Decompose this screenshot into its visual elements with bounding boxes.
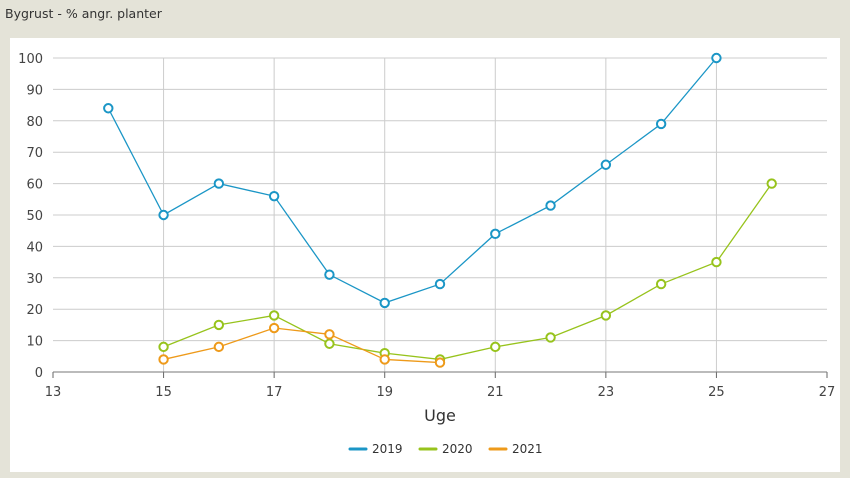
series-layer — [103, 52, 777, 368]
x-tick-label: 15 — [155, 385, 172, 400]
y-tick-label: 30 — [26, 272, 43, 287]
data-point-2019 — [711, 52, 722, 64]
data-point-2019 — [268, 190, 280, 202]
y-tick-label: 20 — [26, 303, 43, 318]
legend-label: 2021 — [512, 442, 543, 456]
grid-layer — [53, 57, 827, 373]
data-point-2019 — [379, 297, 390, 309]
x-tick-label: 19 — [376, 385, 393, 400]
legend-item-2020: 2020 — [418, 442, 473, 456]
y-tick-label: 90 — [26, 83, 43, 98]
y-tick-label: 60 — [26, 178, 43, 193]
series-2021 — [158, 322, 446, 368]
x-tick-label: 25 — [708, 385, 725, 400]
data-point-2020 — [655, 278, 667, 290]
y-tick-label: 50 — [26, 209, 43, 224]
data-point-2019 — [490, 228, 501, 240]
data-point-2020 — [711, 256, 722, 268]
data-point-2020 — [213, 319, 225, 331]
data-point-2020 — [766, 178, 777, 189]
x-tick-label: 27 — [819, 385, 836, 400]
legend-item-2021: 2021 — [488, 442, 543, 456]
data-point-2019 — [103, 103, 114, 114]
data-point-2019 — [600, 159, 612, 170]
data-point-2020 — [490, 341, 501, 353]
data-point-2019 — [545, 200, 556, 211]
data-point-2021 — [213, 341, 225, 353]
data-point-2019 — [213, 178, 225, 189]
data-point-2021 — [379, 354, 390, 365]
data-point-2019 — [655, 118, 667, 130]
chart-panel: 0 10 20 30 40 50 60 70 80 90 100 13 15 17 19 21 23 25 27 Ug… — [10, 38, 840, 472]
y-tick-label: 0 — [35, 366, 43, 381]
data-point-2020 — [600, 310, 612, 321]
data-point-2020 — [324, 338, 335, 349]
axis-layer: 0 10 20 30 40 50 60 70 80 90 100 13 15 17 19 21 23 25 27 Ug… — [18, 52, 835, 425]
data-point-2020 — [545, 332, 556, 343]
y-tick-label: 80 — [26, 115, 43, 130]
legend-label: 2020 — [442, 442, 473, 456]
line-chart: 0 10 20 30 40 50 60 70 80 90 100 13 15 17 19 21 23 25 27 Ug… — [18, 52, 835, 456]
data-point-2021 — [324, 329, 335, 340]
data-point-2020 — [268, 310, 280, 321]
data-point-2019 — [434, 278, 446, 290]
series-line-2021 — [163, 327, 441, 364]
series-line-2020 — [163, 183, 773, 361]
legend: 2019 2020 2021 — [348, 442, 543, 456]
data-point-2021 — [268, 322, 280, 334]
series-2020 — [158, 178, 777, 365]
x-tick-label: 13 — [45, 385, 62, 400]
y-tick-label: 70 — [26, 146, 43, 161]
data-point-2019 — [324, 269, 335, 280]
series-2019 — [103, 52, 722, 309]
data-point-2019 — [158, 209, 169, 221]
chart-title: Bygrust - % angr. planter — [5, 6, 162, 21]
y-tick-label: 10 — [26, 335, 43, 350]
x-tick-label: 23 — [598, 385, 615, 400]
y-tick-label: 40 — [26, 240, 43, 255]
x-tick-label: 21 — [487, 385, 504, 400]
y-tick-label: 100 — [18, 52, 43, 67]
series-line-2019 — [107, 57, 717, 304]
x-axis-title: Uge — [424, 406, 456, 425]
x-tick-label: 17 — [266, 385, 283, 400]
data-point-2021 — [158, 354, 169, 365]
data-point-2020 — [158, 341, 169, 353]
legend-item-2019: 2019 — [348, 442, 403, 456]
legend-label: 2019 — [372, 442, 403, 456]
data-point-2021 — [434, 357, 446, 368]
